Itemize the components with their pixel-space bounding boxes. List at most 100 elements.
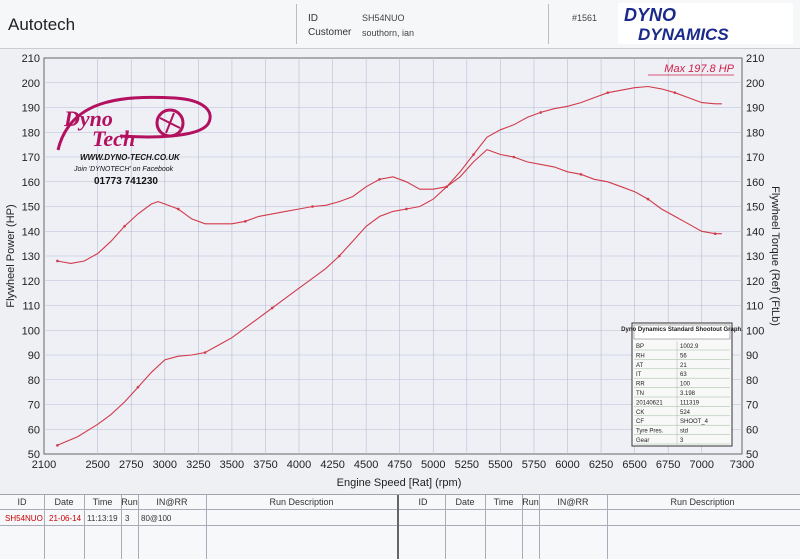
table-header-cell: ID <box>418 497 428 507</box>
x-tick-label: 6500 <box>622 459 646 471</box>
info-key: RR <box>636 382 645 388</box>
table-header-cell: Date <box>455 497 475 507</box>
customer-value: southorn, ian <box>362 28 415 38</box>
header-bar: Autotech ID SH54NUO Customer southorn, i… <box>0 0 800 49</box>
info-value: 1002.9 <box>680 344 699 350</box>
y-tick-label-left: 60 <box>28 424 40 436</box>
shop-title: Autotech <box>8 15 76 34</box>
row-in-rr: 80@100 <box>141 514 172 523</box>
y-tick-label-left: 110 <box>22 301 40 313</box>
info-value: 3 <box>680 438 684 444</box>
row-id: SH54NUO <box>5 514 43 523</box>
customer-label: Customer <box>308 27 352 38</box>
stamp-wheel <box>155 108 185 138</box>
series-point <box>579 173 583 176</box>
info-value: 3.198 <box>680 391 696 397</box>
table-header-cell: ID <box>17 497 27 507</box>
series-point <box>270 306 274 310</box>
y-tick-label-right: 160 <box>746 177 764 189</box>
id-value: SH54NUO <box>362 13 405 23</box>
logo-text-top: DYNO <box>624 5 676 25</box>
x-tick-label: 5250 <box>455 459 479 471</box>
y-tick-label-right: 130 <box>746 251 764 263</box>
series-point <box>244 220 247 223</box>
table-header-line <box>0 509 800 510</box>
stamp-website: WWW.DYNO-TECH.CO.UK <box>80 153 181 162</box>
info-value: 100 <box>680 382 691 388</box>
info-value: 56 <box>680 353 687 359</box>
table-col-divider <box>138 495 139 559</box>
series-point <box>445 185 448 188</box>
info-value: 524 <box>680 410 691 416</box>
y-tick-label-left: 200 <box>22 78 40 90</box>
x-tick-label: 2500 <box>85 459 109 471</box>
info-value: SHOOT_4 <box>680 419 709 425</box>
y-tick-label-right: 140 <box>746 226 764 238</box>
y-tick-label-left: 160 <box>22 177 40 189</box>
x-tick-label: 5000 <box>421 459 445 471</box>
y-tick-label-right: 100 <box>746 325 764 337</box>
run-number: #1561 <box>572 13 598 23</box>
info-key: AT <box>636 363 644 369</box>
y-tick-label-right: 70 <box>746 400 758 412</box>
table-col-divider <box>445 495 446 559</box>
info-key: IT <box>636 372 642 378</box>
y-tick-label-right: 110 <box>746 301 764 313</box>
table-col-divider <box>121 495 122 559</box>
table-header-cell: IN@RR <box>156 497 188 507</box>
y-tick-label-left: 50 <box>28 449 40 461</box>
series-point <box>311 205 314 208</box>
series-point <box>203 351 207 354</box>
table-header-cell: Time <box>92 497 113 507</box>
table-col-divider <box>607 495 608 559</box>
x-tick-label: 6000 <box>555 459 579 471</box>
y-tick-label-right: 90 <box>746 350 758 362</box>
row-date: 21-06-14 <box>49 514 82 523</box>
x-tick-label: 4500 <box>354 459 378 471</box>
id-label: ID <box>308 13 318 24</box>
series-point <box>405 207 408 211</box>
x-tick-label: 3000 <box>153 459 177 471</box>
max-hp-annotation: Max 197.8 HP <box>664 63 734 75</box>
table-split <box>397 495 399 559</box>
y-tick-label-left: 150 <box>22 202 40 214</box>
series-point <box>539 111 542 114</box>
table-col-divider <box>485 495 486 559</box>
y-tick-label-right: 150 <box>746 202 764 214</box>
dyno-chart: 2100 2500 2750 3000 3250 3500 3750 4000 4250 4500… <box>5 53 781 489</box>
series-line-1 <box>57 85 722 446</box>
series-point <box>136 385 140 389</box>
y-tick-label-right: 180 <box>746 127 764 139</box>
x-tick-label: 4750 <box>387 459 411 471</box>
info-box: Dyno Dynamics Standard Shootout Graph. B… <box>621 322 743 447</box>
x-tick-label: 5750 <box>522 459 546 471</box>
series-point <box>472 153 475 156</box>
dynotech-stamp: Dyno Tech WWW.DYNO-TECH.CO.UK Join 'DYNO… <box>56 95 212 187</box>
info-key: Gear <box>636 438 649 444</box>
y-tick-label-right: 190 <box>746 103 764 115</box>
y-tick-label-right: 210 <box>746 53 764 65</box>
series-point <box>646 197 650 201</box>
series-point <box>56 444 59 447</box>
table-header-cell: Run Description <box>269 497 334 507</box>
y-tick-label-right: 170 <box>746 152 764 164</box>
table-header-cell: Date <box>54 497 74 507</box>
stamp-brand-line2: Tech <box>92 126 135 151</box>
series-point <box>673 91 677 94</box>
series-point <box>378 177 381 181</box>
info-box-title: Dyno Dynamics Standard Shootout Graph. <box>621 327 743 333</box>
info-key: Tyre Pres. <box>636 429 664 435</box>
x-tick-label: 7300 <box>730 459 754 471</box>
series-point <box>56 259 59 263</box>
y-tick-label-left: 100 <box>22 325 40 337</box>
x-tick-label: 7000 <box>689 459 713 471</box>
info-key: CF <box>636 419 644 425</box>
stamp-phone: 01773 741230 <box>94 176 158 187</box>
tick-labels: 2100 2500 2750 3000 3250 3500 3750 4000 4250 4500… <box>22 53 765 471</box>
logo-text-bottom: DYNAMICS <box>638 25 729 44</box>
x-tick-label: 6750 <box>656 459 680 471</box>
table-header-cell: Time <box>493 497 514 507</box>
series-point <box>176 207 180 211</box>
table-header-cell: Run <box>121 497 138 507</box>
info-value: 111319 <box>680 400 700 406</box>
